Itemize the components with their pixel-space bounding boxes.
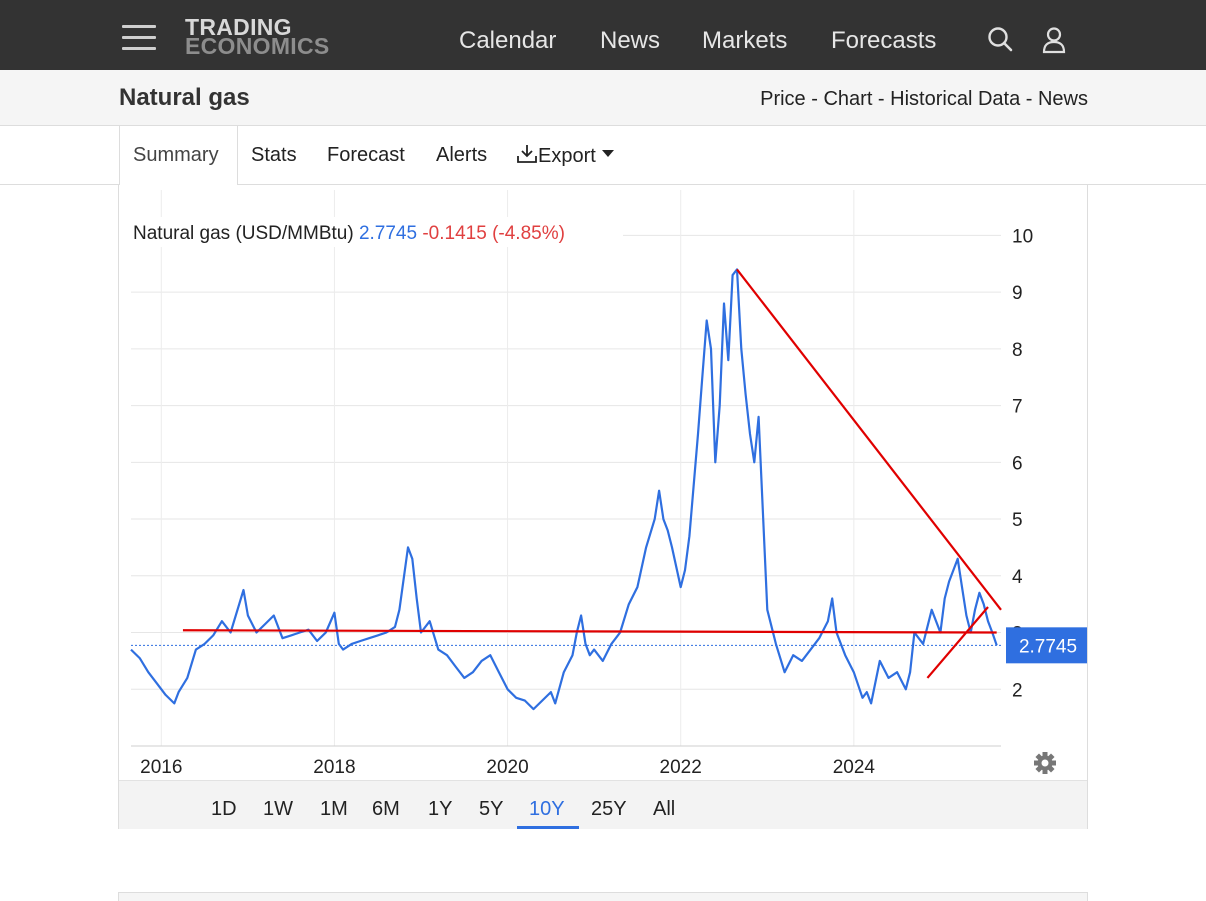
- logo-line-2: ECONOMICS: [185, 33, 330, 59]
- range-selector: [119, 780, 1087, 829]
- link-news[interactable]: News: [1037, 88, 1088, 110]
- range-1d[interactable]: 1D: [211, 798, 237, 820]
- export-label: Export: [538, 145, 596, 167]
- y-tick-label: 5: [1012, 510, 1023, 531]
- x-tick-label: 2020: [486, 757, 528, 778]
- range-10y[interactable]: 10Y: [529, 798, 565, 820]
- link-separator: -: [805, 88, 824, 110]
- legend-background: [131, 217, 623, 247]
- download-icon: [517, 145, 537, 163]
- tab-summary[interactable]: Summary: [133, 144, 219, 166]
- y-tick-label: 8: [1012, 340, 1023, 361]
- range-1w[interactable]: 1W: [263, 798, 293, 820]
- price-tag-label: 2.7745: [1019, 636, 1077, 657]
- trendline: [736, 268, 1002, 611]
- x-tick-label: 2016: [140, 757, 182, 778]
- nav-news[interactable]: News: [600, 27, 661, 54]
- x-tick-label: 2024: [833, 757, 876, 778]
- series-line: [130, 268, 998, 711]
- y-tick-label: 10: [1012, 226, 1033, 247]
- trendline: [926, 606, 989, 679]
- active-range-underline: [517, 826, 579, 829]
- settings-gear-icon[interactable]: [1034, 752, 1056, 774]
- range-1y[interactable]: 1Y: [428, 798, 453, 820]
- tab-stats[interactable]: Stats: [251, 144, 297, 166]
- link-historical-data[interactable]: Historical Data: [890, 88, 1021, 110]
- search-icon[interactable]: [986, 26, 1014, 54]
- tab-alerts[interactable]: Alerts: [436, 144, 488, 166]
- y-tick-label: 4: [1012, 567, 1023, 588]
- link-separator: -: [1020, 88, 1038, 110]
- y-tick-label: 6: [1012, 453, 1023, 474]
- y-tick-label: 7: [1012, 397, 1023, 418]
- trendline: [182, 629, 997, 634]
- instrument-header: [0, 70, 1206, 126]
- nav-markets[interactable]: Markets: [702, 27, 788, 54]
- link-price[interactable]: Price: [760, 88, 806, 110]
- site-logo[interactable]: TRADING ECONOMICS: [185, 14, 330, 59]
- nav-calendar[interactable]: Calendar: [459, 27, 557, 54]
- chart-legend: Natural gas (USD/MMBtu) 2.7745 -0.1415 (…: [133, 223, 565, 244]
- price-chart[interactable]: 2345678910201620182020202220242.7745Natu…: [119, 185, 1087, 780]
- nav-forecasts[interactable]: Forecasts: [831, 27, 937, 54]
- page-title: Natural gas: [119, 84, 250, 111]
- tabs-divider: [0, 184, 1206, 185]
- range-1m[interactable]: 1M: [320, 798, 348, 820]
- y-tick-label: 2: [1012, 680, 1023, 701]
- link-separator: -: [872, 88, 891, 110]
- link-chart[interactable]: Chart: [823, 88, 873, 110]
- x-tick-label: 2018: [313, 757, 355, 778]
- range-5y[interactable]: 5Y: [479, 798, 504, 820]
- section-links: Price - Chart - Historical Data - News: [760, 88, 1088, 111]
- price-tag-box: [1006, 627, 1087, 664]
- range-25y[interactable]: 25Y: [591, 798, 627, 820]
- next-section-edge: [118, 892, 1088, 901]
- menu-icon[interactable]: [122, 25, 156, 51]
- x-tick-label: 2022: [660, 757, 702, 778]
- user-icon[interactable]: [1041, 26, 1069, 54]
- active-tab-background: [119, 126, 238, 185]
- y-tick-label: 9: [1012, 283, 1023, 304]
- caret-down-icon: [602, 150, 615, 157]
- tab-forecast[interactable]: Forecast: [327, 144, 405, 166]
- tab-export[interactable]: Export: [516, 144, 615, 168]
- top-navigation-bar: [0, 0, 1206, 70]
- logo-line-1: TRADING: [185, 14, 292, 40]
- range-6m[interactable]: 6M: [372, 798, 400, 820]
- range-all[interactable]: All: [653, 798, 676, 820]
